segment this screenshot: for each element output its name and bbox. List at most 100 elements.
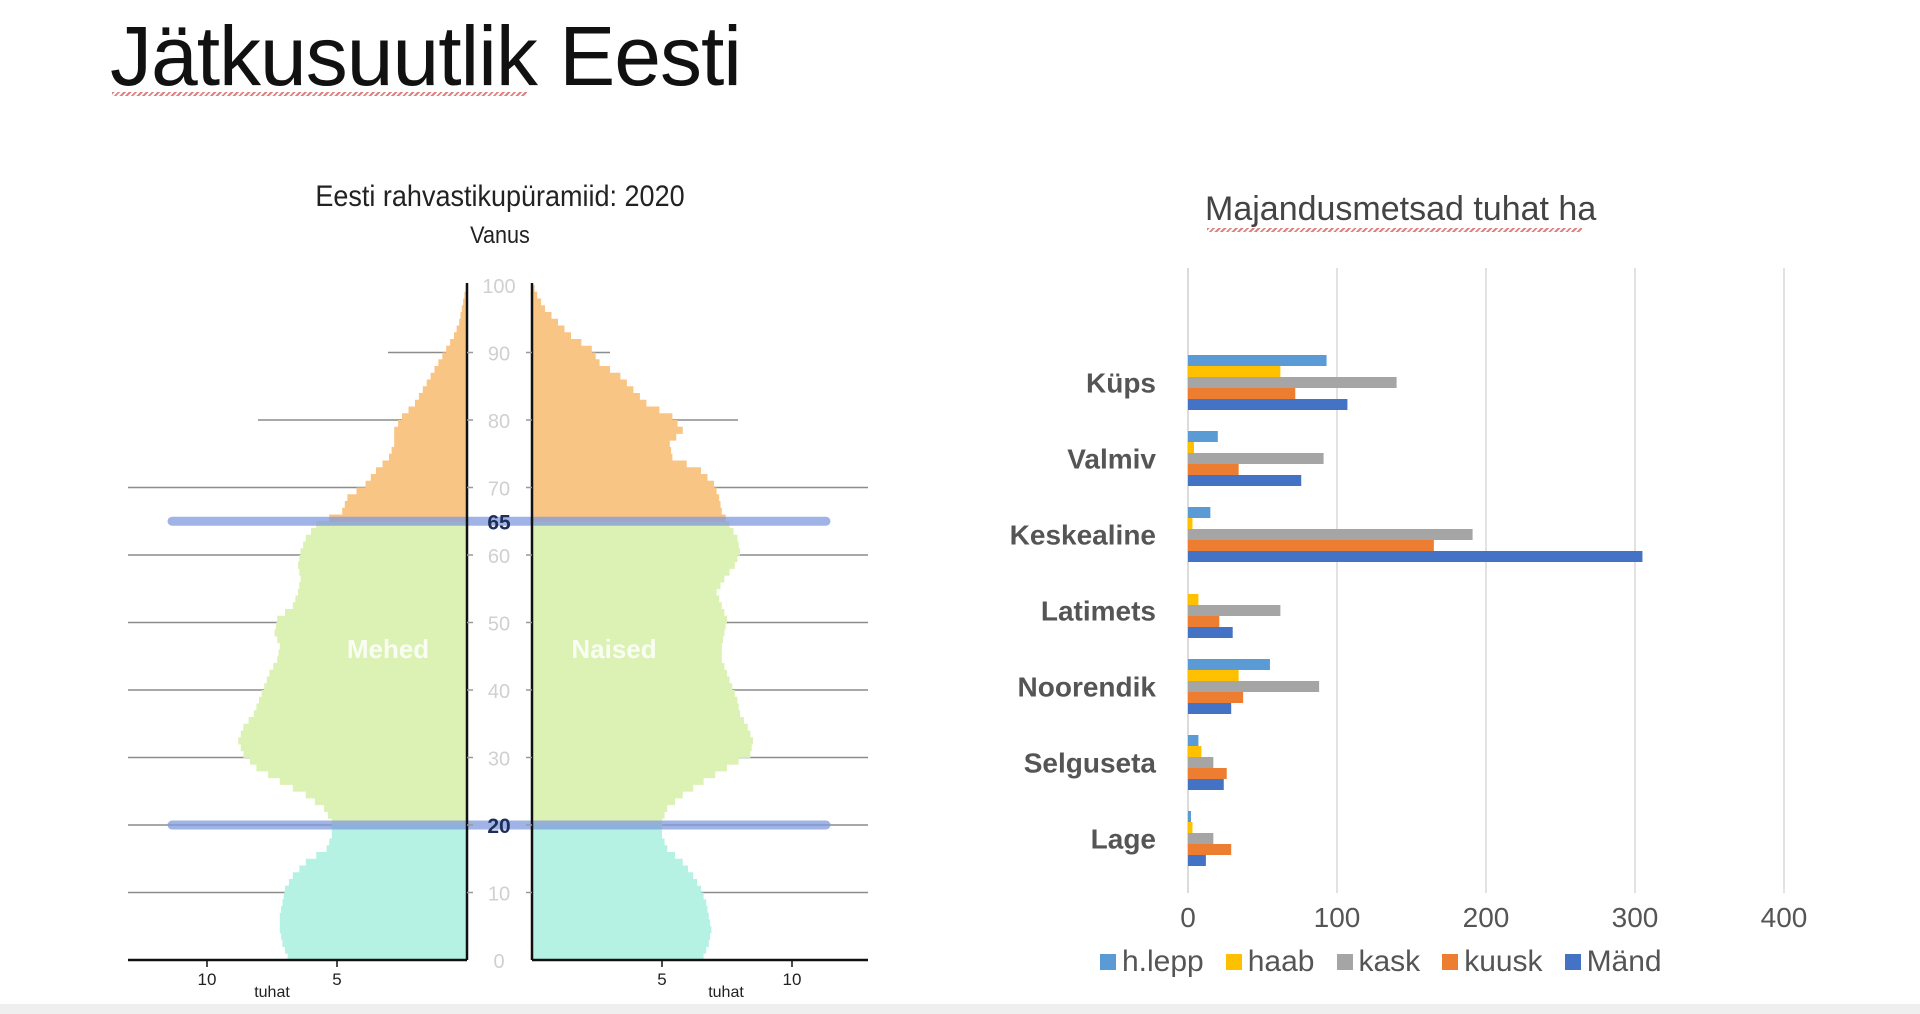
x-tick-label: 100 [1314,902,1361,933]
bar-kask [1188,453,1324,464]
male-bar [248,717,467,725]
age-tick-label: 50 [488,614,510,636]
male-bar [238,737,467,745]
male-bar [281,906,467,914]
male-bar [389,453,467,461]
x-tick-label: 5 [332,970,341,989]
bar-kuusk [1188,616,1220,627]
female-bar [532,372,621,380]
female-bar [532,379,627,387]
female-bar [532,669,727,677]
male-bar [298,561,467,569]
male-bar [402,413,467,421]
female-bar [532,696,738,704]
bar-kuusk [1188,464,1239,475]
bar-haab [1188,746,1202,757]
female-bar [532,575,725,583]
bar-kask [1188,833,1214,844]
female-bar [532,642,722,650]
category-label: Valmiv [1067,444,1156,475]
male-bar [292,872,467,880]
male-bar [326,845,467,853]
bar-Mänd [1188,399,1348,410]
male-bar [253,710,467,718]
female-bar [532,676,730,684]
highlight-age-label: 65 [487,511,511,534]
male-bar [283,892,467,900]
bar-Mänd [1188,703,1232,714]
x-tick-label: 5 [657,970,666,989]
female-bar [532,723,748,731]
legend-label: kuusk [1464,945,1543,978]
male-bar [398,420,467,428]
male-bar [463,298,467,306]
male-bar [314,798,467,806]
spellcheck-underline [1207,228,1582,232]
highlight-age-label: 20 [487,815,510,838]
female-bar [532,737,753,745]
male-bar [278,649,467,657]
legend-item-kuusk: kuusk [1442,945,1543,979]
female-bar [532,933,711,941]
age-tick-label: 80 [488,411,510,433]
male-bar [394,440,467,448]
bar-kask [1188,757,1214,768]
female-bar [532,865,688,873]
female-bar [532,892,704,900]
female-bar [532,602,722,610]
male-bar [311,528,467,536]
female-bar [532,919,711,927]
bar-kask [1188,681,1320,692]
male-bar [298,588,467,596]
female-bar [532,784,694,792]
female-bar [532,804,668,812]
bar-haab [1188,518,1193,529]
category-label: Lage [1091,824,1156,855]
male-bar [370,474,467,482]
male-bar [279,912,467,920]
male-bar [460,312,467,320]
legend-label: Mänd [1586,945,1662,978]
female-bar [532,777,704,785]
female-bar [532,393,640,401]
bar-haab [1188,366,1281,377]
male-bar [456,325,467,333]
bar-kuusk [1188,692,1244,703]
female-bar [532,838,665,846]
male-bar [240,730,467,738]
legend-label: haab [1247,945,1315,978]
female-bar [532,771,716,779]
male-bar [277,615,467,623]
male-bar [266,676,467,684]
female-bar [532,528,734,536]
female-bar [532,345,592,353]
male-bar [464,291,467,299]
female-bar [532,420,678,428]
category-label: Selguseta [1024,748,1157,779]
male-bar [438,359,467,367]
age-tick-label: 0 [493,951,504,973]
male-bar [347,494,467,502]
female-bar [532,717,744,725]
bar-legend: h.lepp haab kask kuusk Mänd [1100,945,1662,979]
legend-label: h.lepp [1122,945,1204,978]
male-bar [240,744,467,752]
bar-kuusk [1188,844,1232,855]
male-bar [450,339,467,347]
male-bar [415,399,467,407]
bar-Mänd [1188,855,1206,866]
male-bar [305,791,467,799]
male-bar [300,548,467,556]
female-bar [532,683,733,691]
bar-h.lepp [1188,811,1191,822]
male-bar [292,602,467,610]
female-bar [532,325,565,333]
male-bar [256,764,467,772]
female-bar [532,629,725,637]
male-bar [285,609,467,617]
female-bar [532,946,707,954]
male-bar [356,487,467,495]
male-bar [299,582,467,590]
male-bar [299,568,467,576]
